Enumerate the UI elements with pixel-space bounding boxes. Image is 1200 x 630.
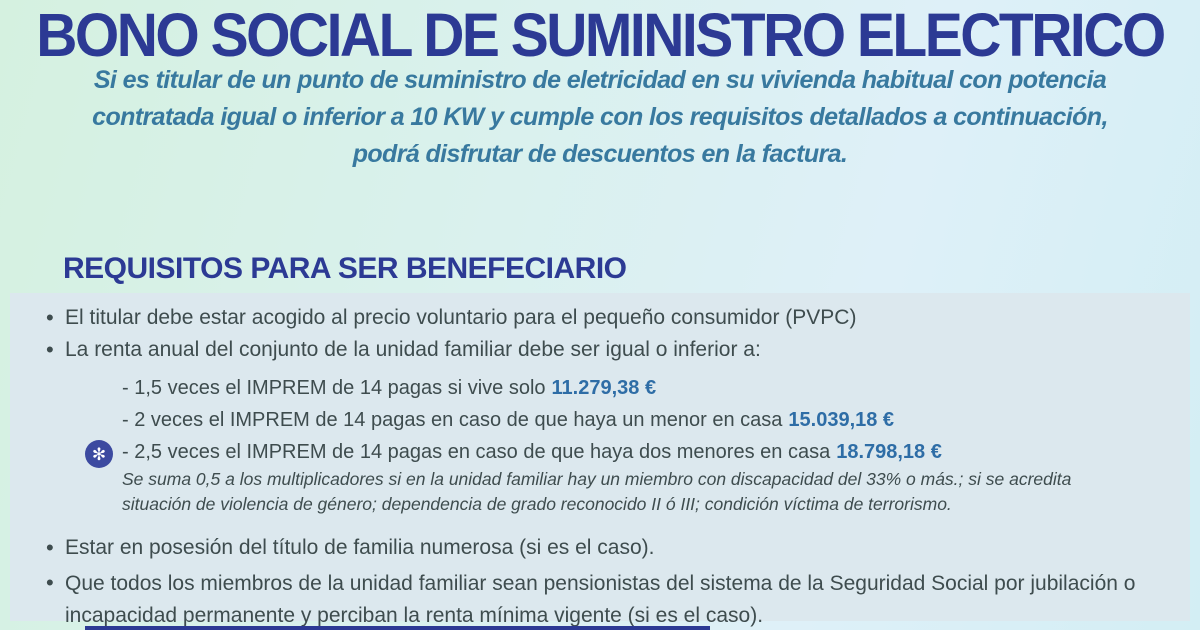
subtitle-line-1: Si es titular de un punto de suministro …: [93, 66, 1107, 94]
requirement-bullet-pensionistas: Que todos los miembros de la unidad fami…: [46, 567, 1158, 630]
asterisk-badge: ✻: [85, 440, 113, 468]
requirement-bullet-familia-numerosa: Estar en posesión del título de familia …: [46, 535, 654, 561]
requirement-bullet-renta: La renta anual del conjunto de la unidad…: [46, 337, 761, 363]
imprem-line-3-text: - 2,5 veces el IMPREM de 14 pagas en cas…: [122, 441, 831, 463]
subtitle-line-3: podrá disfrutar de descuentos en la fact…: [352, 140, 848, 168]
requirement-bullet-pvpc: El titular debe estar acogido al precio …: [46, 305, 856, 331]
subtitle-line-2: contratada igual o inferior a 10 KW y cu…: [92, 103, 1108, 131]
bottom-accent-bar: [85, 626, 710, 630]
page-title: BONO SOCIAL DE SUMINISTRO ELECTRICO: [36, 1, 1166, 71]
page-subtitle: Si es titular de un punto de suministro …: [0, 62, 1200, 173]
imprem-line-2-text: - 2 veces el IMPREM de 14 pagas en caso …: [122, 409, 783, 431]
imprem-line-2-amount: 15.039,18 €: [788, 409, 895, 431]
imprem-line-1-amount: 11.279,38 €: [551, 377, 657, 399]
section-heading-requisitos: REQUISITOS PARA SER BENEFECIARIO: [63, 252, 627, 285]
asterisk-icon: ✻: [91, 444, 107, 464]
multiplier-note-line-1: Se suma 0,5 a los multiplicadores si en …: [122, 469, 1072, 489]
multiplier-note: Se suma 0,5 a los multiplicadores si en …: [122, 467, 1071, 516]
imprem-line-1-text: - 1,5 veces el IMPREM de 14 pagas si viv…: [122, 377, 546, 399]
imprem-line-2: - 2 veces el IMPREM de 14 pagas en caso …: [122, 409, 894, 432]
imprem-line-3: - 2,5 veces el IMPREM de 14 pagas en cas…: [122, 441, 942, 464]
imprem-line-3-amount: 18.798,18 €: [836, 441, 942, 463]
imprem-line-1: - 1,5 veces el IMPREM de 14 pagas si viv…: [122, 377, 656, 400]
multiplier-note-line-2: situación de violencia de género; depend…: [122, 493, 952, 514]
